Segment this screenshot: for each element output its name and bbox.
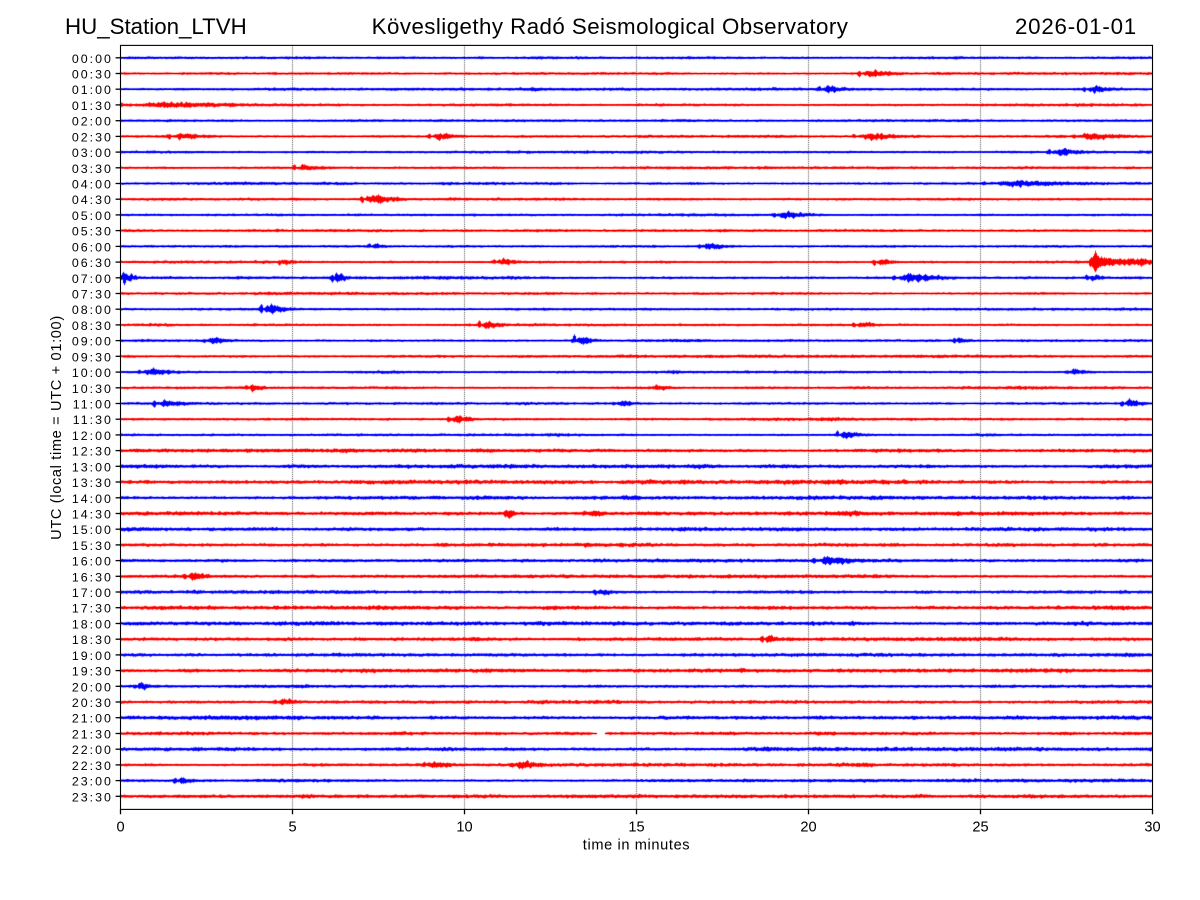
svg-text:09:30: 09:30 xyxy=(72,350,113,364)
svg-text:12:30: 12:30 xyxy=(72,445,113,459)
svg-text:04:00: 04:00 xyxy=(72,178,113,192)
svg-text:07:00: 07:00 xyxy=(72,272,113,286)
svg-text:11:30: 11:30 xyxy=(73,413,113,427)
svg-text:HU_Station_LTVH: HU_Station_LTVH xyxy=(65,14,247,39)
svg-text:02:00: 02:00 xyxy=(72,115,113,129)
svg-text:05:00: 05:00 xyxy=(72,209,113,223)
svg-text:13:30: 13:30 xyxy=(72,476,113,490)
svg-text:21:30: 21:30 xyxy=(72,728,113,742)
svg-text:20: 20 xyxy=(800,820,816,836)
svg-text:10:30: 10:30 xyxy=(72,382,113,396)
svg-text:UTC (local time = UTC + 01:00): UTC (local time = UTC + 01:00) xyxy=(49,315,65,540)
svg-text:05:30: 05:30 xyxy=(72,225,113,239)
svg-text:time in minutes: time in minutes xyxy=(583,838,690,854)
svg-text:Kövesligethy Radó Seismologica: Kövesligethy Radó Seismological Observat… xyxy=(372,14,849,39)
svg-text:2026-01-01: 2026-01-01 xyxy=(1015,14,1137,39)
svg-text:16:30: 16:30 xyxy=(72,570,113,584)
svg-text:14:30: 14:30 xyxy=(72,508,113,522)
svg-text:06:30: 06:30 xyxy=(72,256,113,270)
svg-text:14:00: 14:00 xyxy=(72,492,113,506)
svg-text:01:30: 01:30 xyxy=(72,99,113,113)
svg-text:07:30: 07:30 xyxy=(72,288,113,302)
svg-text:5: 5 xyxy=(288,820,296,836)
svg-text:10:00: 10:00 xyxy=(72,366,113,380)
svg-text:30: 30 xyxy=(1144,820,1160,836)
svg-text:06:00: 06:00 xyxy=(72,240,113,254)
svg-text:08:00: 08:00 xyxy=(72,303,113,317)
svg-text:19:00: 19:00 xyxy=(72,649,113,663)
svg-text:15:00: 15:00 xyxy=(72,523,113,537)
svg-text:20:00: 20:00 xyxy=(72,680,113,694)
svg-text:10: 10 xyxy=(456,820,472,836)
svg-text:23:00: 23:00 xyxy=(72,775,113,789)
svg-text:03:30: 03:30 xyxy=(72,162,113,176)
svg-text:23:30: 23:30 xyxy=(72,790,113,804)
svg-text:16:00: 16:00 xyxy=(72,555,113,569)
svg-text:13:00: 13:00 xyxy=(72,460,113,474)
svg-text:00:00: 00:00 xyxy=(72,52,113,66)
svg-text:04:30: 04:30 xyxy=(72,193,113,207)
svg-text:25: 25 xyxy=(972,820,988,836)
svg-text:00:30: 00:30 xyxy=(72,68,113,82)
svg-text:19:30: 19:30 xyxy=(72,665,113,679)
svg-text:18:00: 18:00 xyxy=(72,618,113,632)
svg-text:22:00: 22:00 xyxy=(72,743,113,757)
svg-text:20:30: 20:30 xyxy=(72,696,113,710)
svg-text:17:00: 17:00 xyxy=(72,586,113,600)
svg-text:03:00: 03:00 xyxy=(72,146,113,160)
svg-text:18:30: 18:30 xyxy=(72,633,113,647)
svg-text:15: 15 xyxy=(628,820,644,836)
svg-text:02:30: 02:30 xyxy=(72,130,113,144)
svg-text:01:00: 01:00 xyxy=(72,83,113,97)
svg-text:22:30: 22:30 xyxy=(72,759,113,773)
svg-text:15:30: 15:30 xyxy=(72,539,113,553)
svg-text:11:00: 11:00 xyxy=(73,398,113,412)
svg-text:17:30: 17:30 xyxy=(72,602,113,616)
svg-text:21:00: 21:00 xyxy=(72,712,113,726)
svg-text:09:00: 09:00 xyxy=(72,335,113,349)
svg-text:0: 0 xyxy=(116,820,124,836)
svg-text:08:30: 08:30 xyxy=(72,319,113,333)
svg-text:12:00: 12:00 xyxy=(72,429,113,443)
